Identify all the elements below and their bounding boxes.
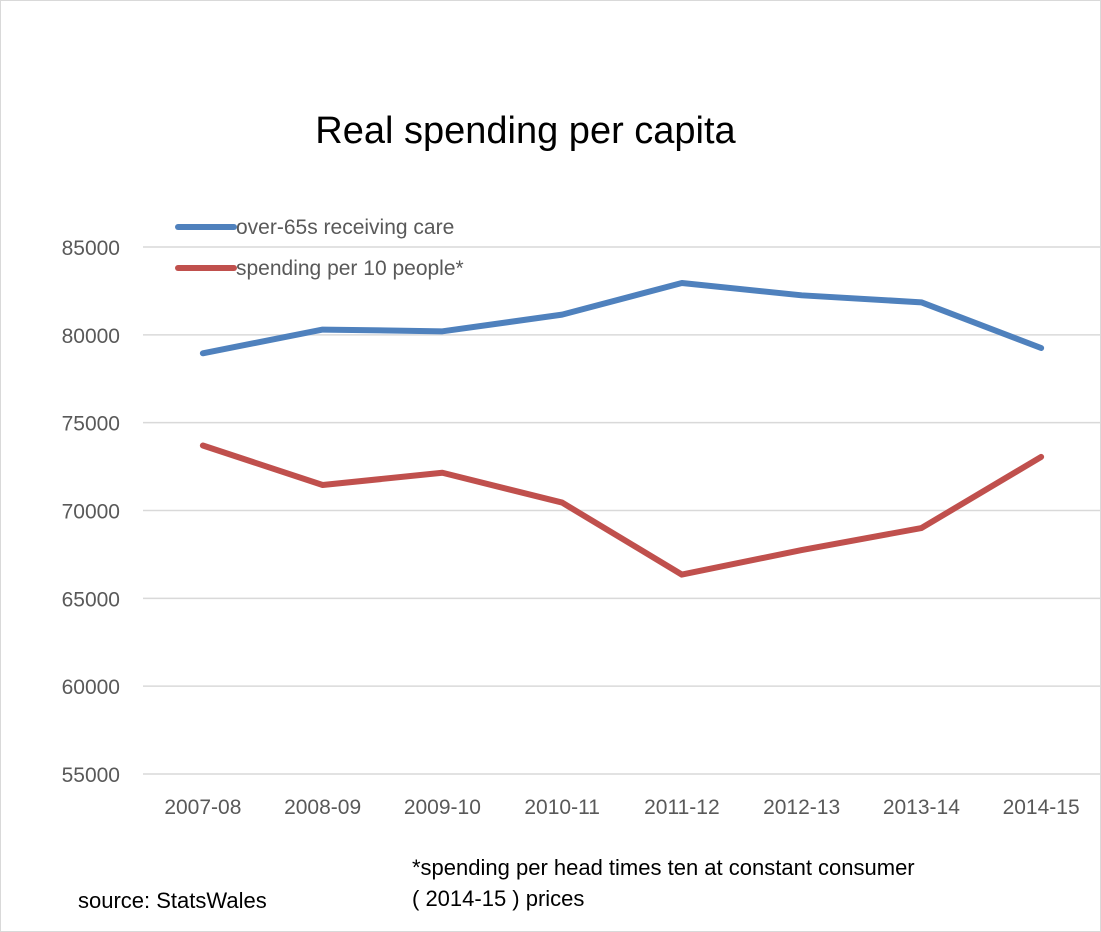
x-tick-label: 2008-09 xyxy=(284,796,361,819)
y-tick-label: 70000 xyxy=(62,501,120,524)
x-axis-tick-labels: 2007-08 2008-09 2009-10 2010-11 2011-12 2012-… xyxy=(164,796,1079,819)
x-tick-label: 2012-13 xyxy=(763,796,840,819)
y-axis-tick-labels: 55000 60000 65000 70000 75000 80000 85000 xyxy=(62,237,120,787)
y-tick-label: 60000 xyxy=(62,676,120,699)
source-note: source: StatsWales xyxy=(78,888,267,913)
x-tick-label: 2011-12 xyxy=(644,796,720,819)
series-line-0 xyxy=(199,280,1045,357)
series-lines xyxy=(199,280,1045,578)
x-tick-label: 2013-14 xyxy=(883,796,960,819)
legend-label: over-65s receiving care xyxy=(236,216,454,239)
legend: over-65s receiving care spending per 10 p… xyxy=(175,216,464,280)
y-tick-label: 55000 xyxy=(62,764,120,787)
footnote-line-1: *spending per head times ten at constant… xyxy=(412,855,915,880)
x-tick-label: 2010-11 xyxy=(524,796,600,819)
x-tick-label: 2014-15 xyxy=(1003,796,1080,819)
x-tick-label: 2007-08 xyxy=(164,796,241,819)
y-tick-label: 85000 xyxy=(62,237,120,260)
y-tick-label: 75000 xyxy=(62,413,120,436)
gridlines xyxy=(143,246,1101,775)
y-tick-label: 65000 xyxy=(62,588,120,611)
y-tick-label: 80000 xyxy=(62,325,120,348)
footnote: *spending per head times ten at constant… xyxy=(412,852,1072,914)
chart-title: Real spending per capita xyxy=(315,110,736,152)
legend-label: spending per 10 people* xyxy=(236,257,464,280)
series-line-1 xyxy=(199,442,1045,578)
x-tick-label: 2009-10 xyxy=(404,796,481,819)
footnote-line-2: ( 2014-15 ) prices xyxy=(412,886,585,911)
